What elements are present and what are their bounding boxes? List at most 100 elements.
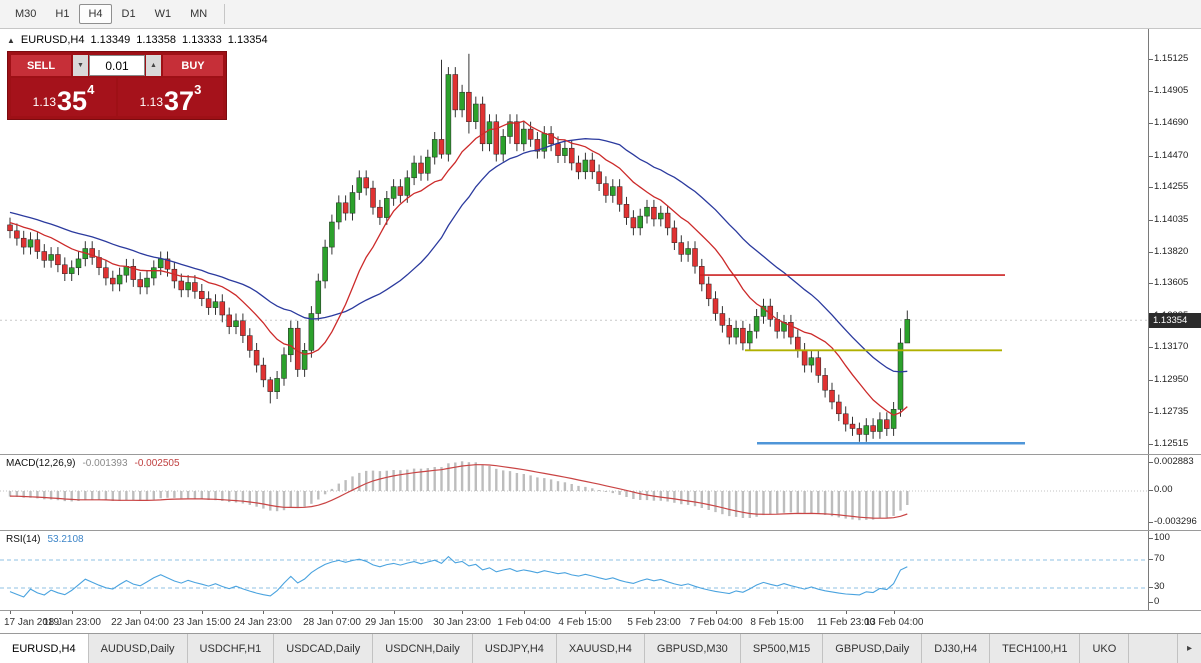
sell-price-button[interactable]: 1.13 35 4 (11, 78, 116, 116)
tab-gbpusd-m30[interactable]: GBPUSD,M30 (645, 634, 741, 663)
price-axis-label: 1.14035 (1154, 214, 1189, 225)
buy-price-prefix: 1.13 (139, 95, 164, 109)
time-tick (654, 611, 655, 614)
macd-axis: 0.002883 0.00 -0.003296 (1148, 455, 1201, 530)
tab-usdcnh-daily[interactable]: USDCNH,Daily (373, 634, 473, 663)
price-axis-label: 1.14255 (1154, 181, 1189, 192)
rsi-name: RSI(14) (6, 534, 41, 545)
time-label: 8 Feb 15:00 (750, 617, 804, 628)
time-label: 7 Feb 04:00 (689, 617, 743, 628)
price-axis-label-tick (1149, 412, 1153, 413)
time-tick (585, 611, 586, 614)
tab-xauusd-h4[interactable]: XAUUSD,H4 (557, 634, 645, 663)
timeframe-h1-button[interactable]: H1 (55, 8, 70, 20)
volume-control: ▼ ▲ (73, 55, 161, 76)
price-axis-label-tick (1149, 59, 1153, 60)
macd-axis-label-tick (1149, 490, 1153, 491)
price-axis-label-tick (1149, 283, 1153, 284)
time-axis: 17 Jan 2019 18 Jan 23:00 22 Jan 04:00 23 Ja… (0, 610, 1201, 633)
tab-usdchf-h1[interactable]: USDCHF,H1 (188, 634, 275, 663)
time-label: 11 Feb 23:00 (816, 617, 876, 628)
price-axis-label: 1.15125 (1154, 53, 1189, 64)
price-axis-label-tick (1149, 123, 1153, 124)
rsi-value: 53.2108 (47, 534, 84, 545)
buy-price-big: 37 (164, 85, 195, 116)
macd-main-value: -0.001393 (82, 458, 128, 469)
tab-audusd-daily[interactable]: AUDUSD,Daily (89, 634, 188, 663)
time-label: 18 Jan 23:00 (43, 617, 101, 628)
macd-axis-label: -0.003296 (1154, 516, 1197, 527)
current-price-badge: 1.13354 (1149, 313, 1201, 328)
time-label: 17 Jan 2019 (4, 617, 60, 628)
price-axis-label: 1.14690 (1154, 117, 1189, 128)
rsi-canvas[interactable] (0, 532, 1148, 611)
rsi-axis-label: 30 (1154, 581, 1165, 592)
chart-symbol-icon: ▲ (7, 35, 15, 45)
rsi-panel: RSI(14) 53.2108 100 70 30 0 (0, 530, 1201, 610)
macd-axis-label-tick (1149, 522, 1153, 523)
buy-price-sup: 3 (194, 82, 202, 97)
macd-axis-label: 0.002883 (1154, 456, 1194, 467)
rsi-axis-label: 100 (1154, 532, 1170, 543)
rsi-axis-label: 70 (1154, 553, 1165, 564)
price-axis-label: 1.12950 (1154, 374, 1189, 385)
tab-dj30-h4[interactable]: DJ30,H4 (922, 634, 991, 663)
tab-gbpusd-daily[interactable]: GBPUSD,Daily (823, 634, 923, 663)
rsi-label: RSI(14) 53.2108 (6, 534, 84, 545)
price-axis-label-tick (1149, 380, 1153, 381)
time-tick (716, 611, 717, 614)
time-tick (263, 611, 264, 614)
sell-button[interactable]: SELL (11, 55, 71, 76)
timeframe-buttons: M30 H1 H4 D1 W1 MN (6, 4, 216, 24)
tab-scroll-right-button[interactable]: ▸ (1176, 634, 1201, 663)
tab-sp500-m15[interactable]: SP500,M15 (741, 634, 824, 663)
quote-low: 1.13333 (182, 34, 222, 46)
time-tick (846, 611, 847, 614)
price-axis-label: 1.14905 (1154, 85, 1189, 96)
buy-price-button[interactable]: 1.13 37 3 (118, 78, 223, 116)
timeframe-d1-button[interactable]: D1 (121, 8, 136, 20)
macd-axis-label: 0.00 (1154, 484, 1173, 495)
buy-button[interactable]: BUY (163, 55, 223, 76)
price-axis: 1.13354 1.15125 1.14905 1.14690 1.14470 1.14… (1148, 29, 1201, 454)
time-tick (777, 611, 778, 614)
timeframe-w1-button[interactable]: W1 (154, 8, 172, 20)
time-tick (894, 611, 895, 614)
rsi-axis-label-tick (1149, 602, 1153, 603)
tab-eurusd-h4[interactable]: EURUSD,H4 (0, 634, 89, 663)
time-tick (72, 611, 73, 614)
macd-name: MACD(12,26,9) (6, 458, 76, 469)
quote-header: ▲ EURUSD,H4 1.13349 1.13358 1.13333 1.13… (7, 34, 268, 46)
tab-usdcad-daily[interactable]: USDCAD,Daily (274, 634, 374, 663)
volume-up-button[interactable]: ▲ (146, 55, 161, 76)
time-label: 29 Jan 15:00 (365, 617, 423, 628)
sell-price-big: 35 (57, 85, 88, 116)
tab-uko[interactable]: UKO (1080, 634, 1130, 663)
rsi-line (9, 555, 908, 598)
price-axis-label: 1.14470 (1154, 150, 1189, 161)
price-axis-label-tick (1149, 156, 1153, 157)
price-axis-label-tick (1149, 347, 1153, 348)
price-axis-label-tick (1149, 252, 1153, 253)
macd-canvas[interactable] (0, 456, 1148, 531)
macd-signal-line (9, 464, 908, 519)
rsi-axis-label-tick (1149, 559, 1153, 560)
tab-usdjpy-h4[interactable]: USDJPY,H4 (473, 634, 557, 663)
timeframe-mn-button[interactable]: MN (190, 8, 208, 20)
volume-input[interactable] (89, 55, 145, 76)
time-tick (462, 611, 463, 614)
timeframe-toolbar: M30 H1 H4 D1 W1 MN (0, 0, 1201, 29)
timeframe-m30-button[interactable]: M30 (15, 8, 37, 20)
time-label: 13 Feb 04:00 (864, 617, 924, 628)
volume-down-button[interactable]: ▼ (73, 55, 88, 76)
rsi-axis: 100 70 30 0 (1148, 531, 1201, 610)
time-tick (332, 611, 333, 614)
tab-tech100-h1[interactable]: TECH100,H1 (990, 634, 1081, 663)
candles-layer (7, 53, 911, 442)
main-chart-canvas[interactable] (0, 29, 1148, 454)
macd-signal-value: -0.002505 (134, 458, 180, 469)
timeframe-h4-button[interactable]: H4 (79, 4, 112, 24)
toolbar-separator (224, 4, 226, 24)
quote-symbol: EURUSD,H4 (20, 34, 85, 46)
time-label: 1 Feb 04:00 (497, 617, 551, 628)
